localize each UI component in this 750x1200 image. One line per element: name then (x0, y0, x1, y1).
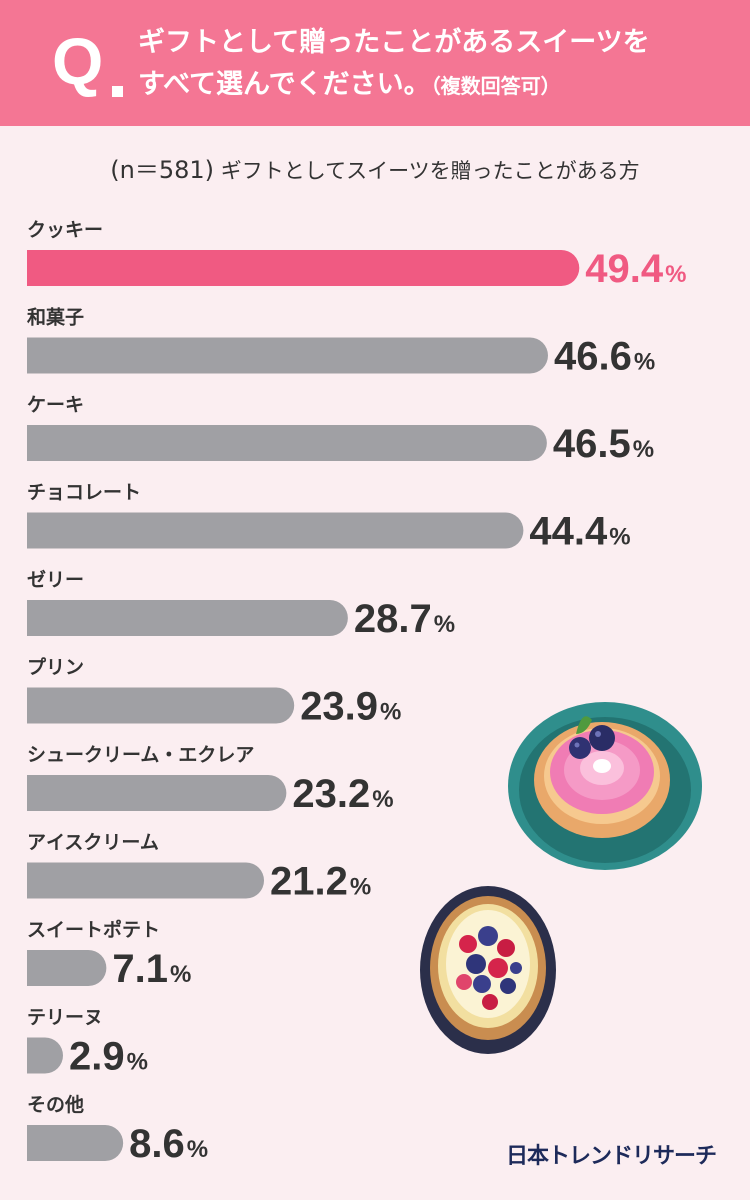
value-unit: % (380, 699, 401, 726)
value-label: 7.1% (112, 947, 191, 991)
bar-left-end (27, 950, 45, 986)
q-mark: Q (52, 24, 104, 98)
value-unit: % (170, 961, 191, 988)
bar (27, 862, 265, 899)
bar (27, 250, 580, 286)
value-label: 8.6% (129, 1122, 208, 1166)
value-unit: % (434, 611, 455, 638)
berry-tart-icon (420, 886, 556, 1054)
bar (27, 512, 524, 549)
bar-left-end (27, 250, 45, 286)
question-note: （複数回答可） (430, 74, 561, 98)
bar-left-end (27, 862, 45, 899)
value-label: 49.4% (585, 247, 686, 291)
category-label: 和菓子 (27, 306, 84, 329)
value-unit: % (187, 1136, 208, 1163)
value-number: 46.6 (554, 335, 632, 379)
question-line-2: すべて選んでください。（複数回答可） (138, 68, 561, 103)
bar-left-end (27, 512, 45, 549)
category-label: ゼリー (27, 568, 84, 591)
value-number: 23.2 (292, 772, 370, 816)
bar (27, 1125, 124, 1161)
category-label: シュークリーム・エクレア (27, 744, 254, 766)
chart-subtitle: (n＝581) ギフトとしてスイーツを贈ったことがある方 (0, 156, 750, 185)
value-unit: % (665, 261, 686, 288)
value-label: 21.2% (270, 860, 371, 904)
category-label: プリン (27, 656, 84, 679)
value-label: 28.7% (354, 597, 455, 641)
value-number: 21.2 (270, 860, 348, 904)
question-line-1: ギフトとして贈ったことがあるスイーツを (138, 27, 650, 58)
bar-left-end (27, 425, 45, 461)
q-dot (112, 86, 123, 97)
value-label: 46.5% (553, 422, 654, 466)
bar-left-end (27, 1125, 45, 1161)
bar-left-end (27, 775, 45, 811)
pink-cream-tart-icon (508, 702, 702, 870)
bar (27, 687, 295, 724)
value-number: 44.4 (529, 510, 608, 554)
bar (27, 337, 548, 374)
value-number: 23.9 (300, 685, 378, 729)
question-line-2-text: すべて選んでください。 (138, 69, 431, 100)
bar (27, 600, 348, 636)
bar-left-end (27, 600, 45, 636)
value-unit: % (609, 524, 630, 551)
value-number: 49.4 (585, 247, 664, 291)
value-unit: % (633, 436, 654, 463)
category-label: その他 (27, 1093, 84, 1116)
value-label: 23.2% (292, 772, 393, 816)
category-label: スイートポテト (27, 918, 160, 941)
category-label: チョコレート (27, 482, 141, 504)
value-label: 23.9% (300, 685, 401, 729)
value-label: 44.4% (529, 510, 630, 554)
category-label: アイスクリーム (27, 832, 159, 854)
value-unit: % (127, 1049, 148, 1076)
value-number: 2.9 (69, 1035, 125, 1079)
value-label: 46.6% (554, 335, 655, 379)
value-unit: % (372, 786, 393, 813)
category-label: ケーキ (27, 394, 84, 416)
value-unit: % (634, 349, 655, 376)
bar (27, 425, 547, 461)
value-unit: % (350, 874, 371, 901)
bar-left-end (27, 1037, 45, 1074)
bar-left-end (27, 337, 45, 374)
bar (27, 775, 287, 811)
value-number: 46.5 (553, 422, 631, 466)
value-number: 7.1 (112, 947, 168, 991)
question-header: Q ギフトとして贈ったことがあるスイーツを すべて選んでください。（複数回答可） (0, 0, 750, 126)
category-label: クッキー (27, 219, 103, 241)
bar (27, 950, 107, 986)
brand-logo: 日本トレンドリサーチ (506, 1144, 717, 1169)
value-number: 28.7 (354, 597, 432, 641)
bar-left-end (27, 687, 45, 724)
sample-size: (n＝581) (110, 156, 215, 184)
value-number: 8.6 (129, 1122, 185, 1166)
sample-description: ギフトとしてスイーツを贈ったことがある方 (220, 159, 640, 183)
value-label: 2.9% (69, 1035, 148, 1079)
category-label: テリーヌ (27, 1007, 103, 1029)
